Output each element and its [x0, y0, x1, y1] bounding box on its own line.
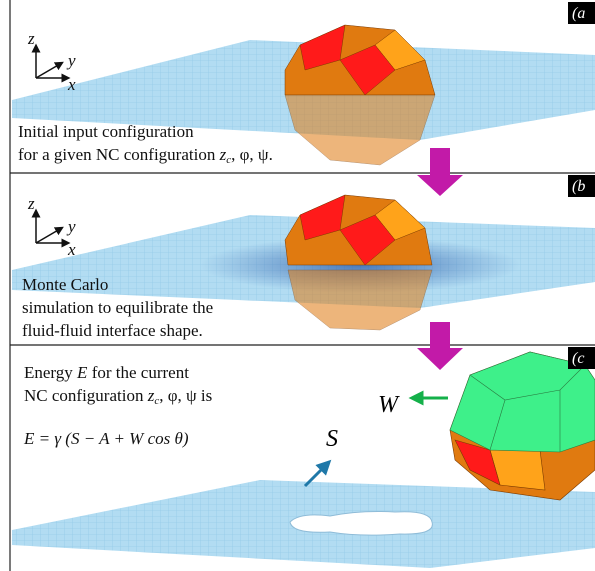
axis-x: x [67, 240, 76, 259]
axes-icon [36, 213, 66, 243]
hole [290, 512, 432, 536]
nanocrystal [450, 352, 595, 500]
caption: Energy E for the current [24, 363, 189, 382]
s-label: S [326, 426, 338, 452]
figure: (a z y x Initial input configuration for… [0, 0, 595, 571]
axis-y: y [66, 51, 76, 70]
caption: Initial input configuration [18, 122, 194, 141]
caption: fluid-fluid interface shape. [22, 321, 203, 340]
panel-c: (c Energy E for the current NC configura… [12, 347, 595, 568]
nanocrystal [285, 25, 435, 165]
panel-a: (a z y x Initial input configuration for… [12, 2, 595, 166]
flow-arrow [417, 322, 463, 370]
panel-label: (a [572, 5, 585, 22]
panel-label: (b [572, 178, 585, 195]
axis-z: z [27, 194, 35, 213]
axis-x: x [67, 75, 76, 94]
axes-icon [36, 48, 66, 78]
nanocrystal [285, 195, 432, 330]
caption: NC configuration zc, φ, ψ is [24, 386, 212, 407]
axis-z: z [27, 29, 35, 48]
flow-arrow [417, 148, 463, 196]
axis-y: y [66, 217, 76, 236]
caption: simulation to equilibrate the [22, 298, 213, 317]
panel-label: (c [572, 350, 584, 367]
equation: E = γ (S − A + W cos θ) [23, 429, 189, 448]
caption: Monte Carlo [22, 275, 108, 294]
panel-b: (b z y x Monte Carlo simulation to equil… [12, 175, 595, 340]
caption: for a given NC configuration zc, φ, ψ. [18, 145, 273, 166]
w-label: W [378, 392, 400, 418]
